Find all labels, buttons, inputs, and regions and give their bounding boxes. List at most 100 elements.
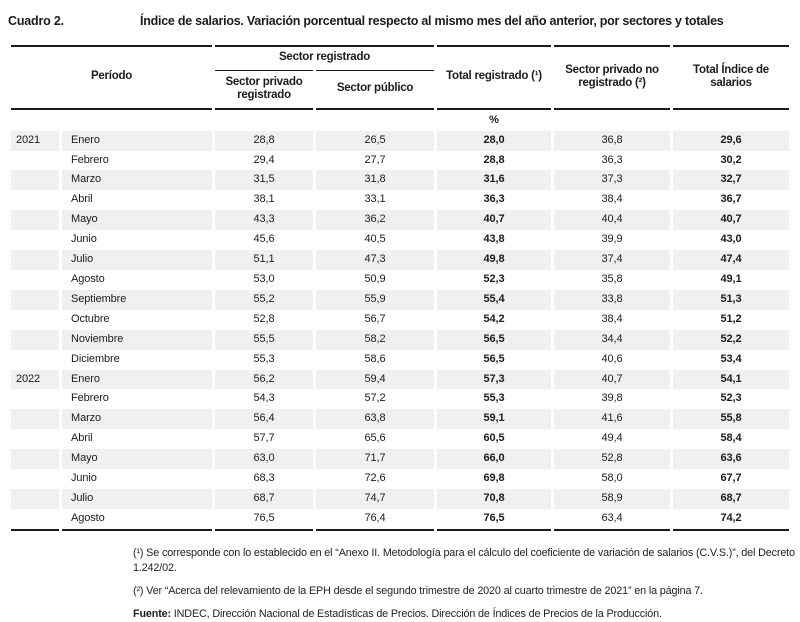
value-cell: 36,7: [720, 193, 742, 206]
value-cell: 63,4: [554, 509, 671, 531]
value-cell: 63,8: [316, 409, 435, 430]
table-row: Agosto 53,0 50,9 52,3 35,8 49,1: [11, 270, 789, 290]
value-cell: 41,6: [554, 409, 671, 430]
value-cell: 52,3: [720, 392, 742, 405]
table-row: Abril 38,1 33,1 36,3 38,4 36,7: [11, 190, 789, 210]
year-cell: [11, 509, 59, 531]
table-row: Julio 68,7 74,7 70,8 58,9 68,7: [11, 488, 790, 509]
value-cell: 43,0: [720, 233, 742, 246]
year-cell: [11, 310, 59, 330]
month-cell: Enero: [62, 369, 212, 390]
month-cell: Marzo: [62, 409, 212, 430]
month-cell: Agosto: [71, 272, 105, 285]
value-cell: 28,0: [437, 130, 552, 151]
value-cell: 30,2: [720, 153, 742, 166]
footnotes: (¹) Se corresponde con lo establecido en…: [133, 546, 795, 622]
year-cell: [11, 350, 59, 370]
value-cell: 53,0: [253, 272, 275, 285]
column-header-period: Período: [11, 44, 212, 110]
value-cell: 76,5: [215, 509, 313, 531]
value-cell: 76,4: [316, 509, 435, 531]
month-cell: Julio: [62, 488, 212, 509]
column-header-total-index: Total Índice de salarios: [673, 44, 790, 110]
month-cell: Mayo: [62, 449, 212, 470]
value-cell: 52,2: [673, 329, 790, 350]
value-cell: 58,9: [554, 488, 671, 509]
year-cell: 2022: [11, 369, 59, 390]
column-header-private-unregistered: Sector privado no registrado (²): [554, 44, 671, 110]
source-line: Fuente: INDEC, Dirección Nacional de Est…: [133, 607, 795, 622]
value-cell: 56,7: [364, 312, 386, 325]
year-cell: [11, 488, 59, 509]
table-number-label: Cuadro 2.: [8, 14, 64, 28]
value-cell: 59,1: [437, 409, 552, 430]
table-row: Mayo 43,3 36,2 40,7 40,4 40,7: [11, 210, 790, 231]
value-cell: 70,8: [437, 488, 552, 509]
value-cell: 68,7: [673, 488, 790, 509]
month-cell: Diciembre: [71, 352, 120, 365]
year-cell: [11, 449, 59, 470]
value-cell: 55,2: [215, 289, 313, 310]
value-cell: 49,4: [601, 432, 623, 445]
value-cell: 59,4: [316, 369, 435, 390]
value-cell: 55,5: [215, 329, 313, 350]
column-header-public-sector: Sector público: [316, 69, 435, 110]
value-cell: 35,8: [601, 272, 623, 285]
value-cell: 31,6: [437, 170, 552, 191]
value-cell: 51,3: [673, 289, 790, 310]
unit-spacer: [215, 110, 313, 131]
value-cell: 57,7: [253, 432, 275, 445]
value-cell: 32,7: [673, 170, 790, 191]
table-body: 2021 Enero 28,8 26,5 28,0 36,8 29,6 Febrero 29,4…: [11, 130, 790, 531]
column-group-registered-sector: Sector registrado: [215, 44, 435, 70]
value-cell: 49,1: [720, 272, 742, 285]
year-cell: [11, 210, 59, 231]
month-cell: Junio: [71, 233, 97, 246]
value-cell: 58,0: [601, 472, 623, 485]
source-text: INDEC, Dirección Nacional de Estadística…: [173, 607, 662, 620]
month-cell: Octubre: [71, 312, 110, 325]
value-cell: 40,4: [554, 210, 671, 231]
value-cell: 40,5: [364, 233, 386, 246]
table-row: 2022 Enero 56,2 59,4 57,3 40,7 54,1: [11, 369, 790, 390]
value-cell: 28,8: [483, 153, 505, 166]
table-row: Noviembre 55,5 58,2 56,5 34,4 52,2: [11, 329, 790, 350]
value-cell: 38,4: [601, 312, 623, 325]
value-cell: 58,4: [720, 432, 742, 445]
value-cell: 36,3: [483, 193, 505, 206]
value-cell: 67,7: [720, 472, 742, 485]
value-cell: 45,6: [253, 233, 275, 246]
table-row: Octubre 52,8 56,7 54,2 38,4 51,2: [11, 310, 789, 330]
table-row: Julio 51,1 47,3 49,8 37,4 47,4: [11, 250, 790, 270]
table-row: Septiembre 55,2 55,9 55,4 33,8 51,3: [11, 289, 790, 310]
month-cell: Febrero: [71, 153, 109, 166]
value-cell: 47,4: [673, 250, 790, 270]
value-cell: 52,8: [253, 312, 275, 325]
year-cell: [11, 151, 59, 171]
unit-spacer: [316, 110, 434, 131]
year-cell: 2021: [11, 130, 59, 151]
value-cell: 68,7: [215, 488, 313, 509]
value-cell: 37,3: [554, 170, 671, 191]
value-cell: 72,6: [364, 472, 386, 485]
value-cell: 51,1: [215, 250, 313, 270]
table-row: Diciembre 55,3 58,6 56,5 40,6 53,4: [11, 350, 789, 370]
value-cell: 60,5: [483, 432, 505, 445]
column-header-private-registered: Sector privado registrado: [215, 69, 313, 110]
month-cell: Septiembre: [62, 289, 212, 310]
source-label: Fuente:: [133, 607, 171, 620]
value-cell: 34,4: [554, 329, 671, 350]
month-cell: Febrero: [71, 392, 109, 405]
value-cell: 39,8: [601, 392, 623, 405]
month-cell: Junio: [71, 472, 97, 485]
unit-spacer: [11, 110, 212, 131]
value-cell: 52,3: [483, 272, 505, 285]
value-cell: 36,8: [554, 130, 671, 151]
year-cell: [11, 230, 59, 250]
month-cell: Noviembre: [62, 329, 212, 350]
table-row: Marzo 56,4 63,8 59,1 41,6 55,8: [11, 409, 790, 430]
value-cell: 58,2: [316, 329, 435, 350]
month-cell: Mayo: [62, 210, 212, 231]
month-cell: Agosto: [62, 509, 212, 531]
table-row: Marzo 31,5 31,8 31,6 37,3 32,7: [11, 170, 790, 191]
